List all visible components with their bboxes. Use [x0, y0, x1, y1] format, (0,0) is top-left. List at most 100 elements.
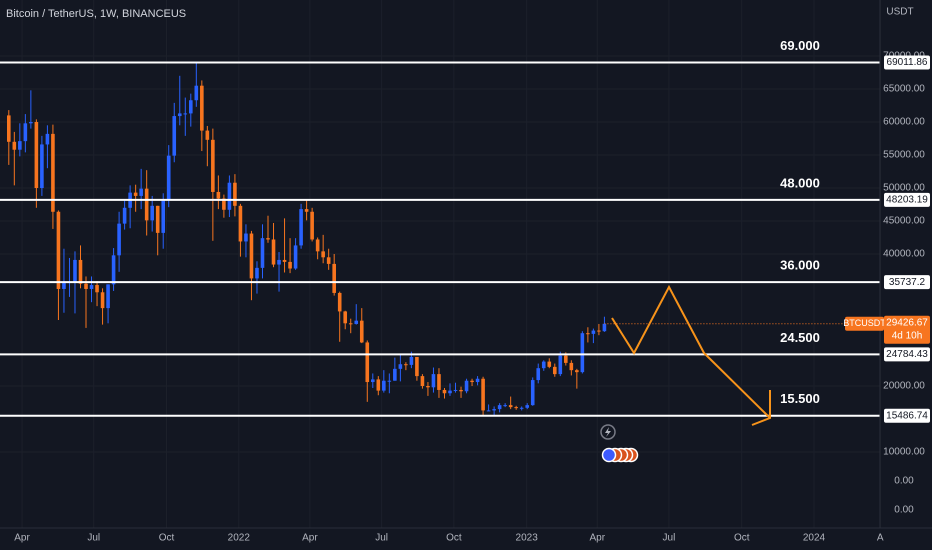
candle-body [29, 122, 33, 124]
candle-body [514, 407, 518, 409]
candle-body [62, 283, 66, 289]
price-axis: 70000.0065000.0060000.0055000.0050000.00… [883, 51, 930, 458]
candle-body [188, 100, 193, 114]
current-price-tag [884, 315, 930, 344]
candle-body [106, 284, 110, 309]
candle-body [437, 374, 441, 390]
candle-body [161, 199, 166, 233]
lightning-glyph [605, 427, 611, 437]
candle-body [558, 355, 563, 375]
x-tick-label: Apr [302, 533, 318, 544]
candle-body [382, 380, 386, 391]
candle-body [216, 191, 221, 199]
candle-body [282, 259, 287, 262]
candle-body [100, 292, 105, 309]
candle-body [348, 323, 353, 325]
candle-body [486, 410, 491, 412]
candle-body [475, 378, 480, 383]
candle-body [144, 188, 149, 221]
y-tick-label: 50000.00 [883, 183, 925, 194]
level-label: 24.500 [780, 330, 820, 345]
price-tag-label: 35737.2 [889, 277, 926, 288]
candle-body [18, 141, 22, 150]
candle-body [111, 255, 116, 285]
candle-body [304, 209, 309, 212]
candle-body [51, 133, 55, 212]
candle-body [393, 368, 397, 381]
candle-body [508, 405, 513, 408]
candle-body [89, 285, 94, 289]
y-tick-label: 55000.00 [883, 150, 925, 161]
x-tick-label: Jul [663, 533, 676, 544]
candle-body [580, 333, 585, 373]
current-price-label: 29426.67 [886, 317, 928, 328]
x-tick-label: Apr [589, 533, 605, 544]
candle-body [40, 144, 44, 188]
candle-body [271, 239, 276, 265]
candle-body [194, 85, 199, 101]
candle-body [448, 390, 452, 394]
price-tag [884, 192, 930, 207]
y-tick-label: 10000.00 [883, 447, 925, 458]
candle-body [288, 261, 292, 269]
grid [0, 0, 880, 528]
candle-body [255, 267, 259, 279]
candle-body [244, 233, 248, 242]
x-tick-label: Oct [159, 533, 175, 544]
candle-body [420, 376, 425, 386]
price-tag-label: 69011.86 [887, 57, 928, 68]
axis-unit: USDT [886, 7, 913, 18]
candle-body [150, 205, 154, 221]
candle-body [591, 330, 596, 334]
y-tick-label: 40000.00 [883, 249, 925, 260]
candle-body [431, 374, 436, 388]
level-label: 36.000 [780, 258, 820, 273]
x-tick-label: Oct [734, 533, 750, 544]
candle-body [321, 251, 325, 258]
level-label: 48.000 [780, 175, 820, 190]
candle-body [260, 238, 265, 268]
candle-body [227, 182, 232, 210]
candle-body [464, 380, 469, 392]
candle-body [155, 205, 160, 233]
price-tag [884, 347, 930, 362]
level-label: 69.000 [780, 38, 820, 53]
lower-axis-label: 0.00 [894, 476, 914, 487]
price-tag-label: 15486.74 [886, 410, 928, 421]
candle-body [12, 141, 17, 150]
candle-body [569, 362, 574, 371]
candle-body [299, 209, 303, 246]
candle-body [139, 188, 143, 196]
candle-body [122, 207, 127, 224]
x-tick-label: Apr [14, 533, 30, 544]
candle-body [492, 409, 496, 411]
y-tick-label: 65000.00 [883, 84, 925, 95]
candle-body [503, 405, 507, 407]
candle-body [310, 211, 314, 240]
y-tick-label: 60000.00 [883, 117, 925, 128]
candle-body [564, 355, 568, 363]
candle-body [343, 311, 348, 324]
candle-body [78, 259, 83, 284]
price-tag-label: 24784.43 [886, 349, 928, 360]
candle-body [370, 379, 375, 383]
candle-body [277, 259, 281, 265]
x-tick-label: A [877, 533, 884, 544]
candle-body [233, 182, 237, 206]
candle-body [34, 122, 39, 188]
candle-body [172, 116, 177, 156]
x-tick-label: Oct [446, 533, 462, 544]
candle-body [337, 292, 342, 312]
candle-body [84, 283, 88, 289]
countdown-label: 4d 10h [892, 330, 923, 341]
flag-icon[interactable] [601, 447, 617, 463]
candle-body [73, 259, 77, 282]
candle-body [7, 115, 11, 142]
candle-body [470, 380, 474, 383]
candle-body [519, 407, 524, 409]
x-tick-label: 2024 [803, 533, 826, 544]
x-tick-label: Jul [87, 533, 100, 544]
candle-body [326, 257, 331, 264]
